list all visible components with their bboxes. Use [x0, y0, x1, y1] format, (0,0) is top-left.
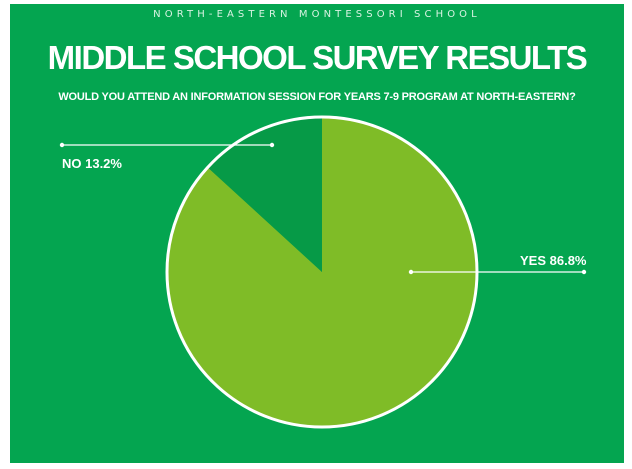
- data-label-no: NO 13.2%: [62, 156, 122, 171]
- pie-chart: NO 13.2% YES 86.8%: [59, 115, 587, 429]
- pie-slice-no: [207, 117, 322, 272]
- page-title: MIDDLE SCHOOL SURVEY RESULTS: [47, 39, 588, 76]
- data-label-yes: YES 86.8%: [520, 253, 587, 268]
- school-name: NORTH-EASTERN MONTESSORI SCHOOL: [153, 9, 481, 20]
- leader-dot-no-start: [59, 142, 65, 148]
- leader-dot-yes-end: [581, 269, 587, 275]
- leader-dot-no-end: [269, 142, 275, 148]
- survey-question: WOULD YOU ATTEND AN INFORMATION SESSION …: [58, 91, 576, 103]
- leader-dot-yes-start: [408, 269, 414, 275]
- survey-poster: NORTH-EASTERN MONTESSORI SCHOOL MIDDLE S…: [10, 4, 624, 463]
